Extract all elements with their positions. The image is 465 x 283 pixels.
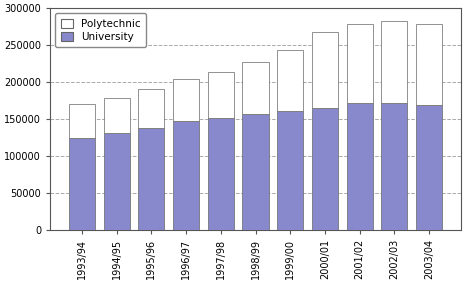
Bar [69, 104, 95, 138]
Bar [104, 98, 130, 133]
Bar [347, 103, 373, 230]
Bar [242, 62, 268, 114]
Bar [208, 72, 234, 118]
Bar [173, 79, 199, 121]
Bar [277, 50, 303, 111]
Legend: Polytechnic, University: Polytechnic, University [55, 13, 146, 47]
Bar [138, 89, 164, 128]
Bar [416, 24, 442, 105]
Bar [381, 103, 407, 230]
Bar [208, 118, 234, 230]
Bar [347, 24, 373, 103]
Bar [69, 138, 95, 230]
Bar [312, 32, 338, 108]
Bar [416, 105, 442, 230]
Bar [242, 114, 268, 230]
Bar [104, 133, 130, 230]
Bar [381, 22, 407, 103]
Bar [277, 111, 303, 230]
Bar [173, 121, 199, 230]
Bar [138, 128, 164, 230]
Bar [312, 108, 338, 230]
